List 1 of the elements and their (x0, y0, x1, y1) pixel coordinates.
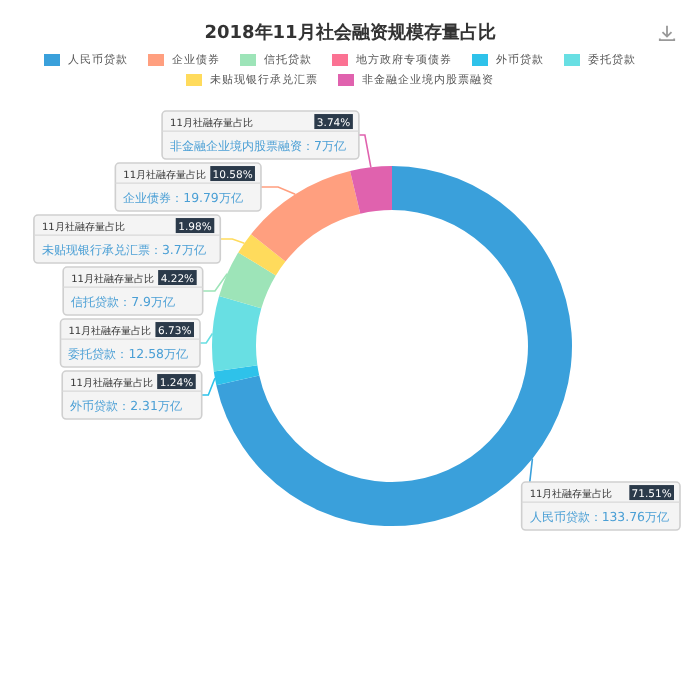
chart-title: 2018年11月社会融资规模存量占比 (202, 20, 498, 46)
